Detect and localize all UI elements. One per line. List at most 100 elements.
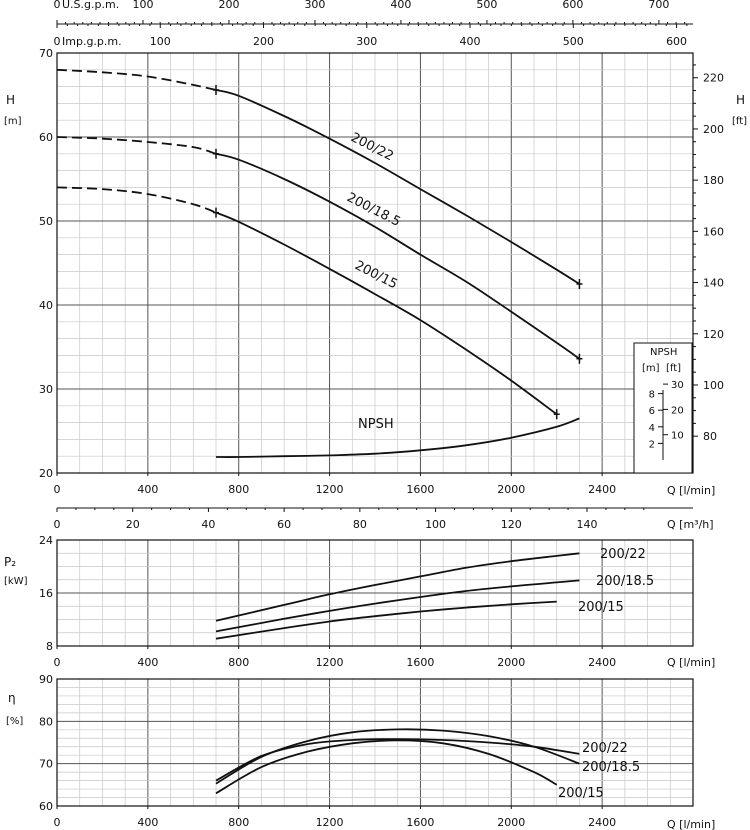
x-tick-label-power: 2400: [588, 656, 616, 669]
y-tick-label-head: 50: [39, 215, 53, 228]
impgpm-tick-label: 0: [54, 35, 61, 48]
head-curve-dashed-200-22: [56, 68, 217, 91]
y-tick-label-power: 24: [39, 534, 53, 547]
p2-axis-unit: [kW]: [4, 576, 28, 587]
efficiency-series-label-200-18-5: 200/18.5: [582, 760, 640, 775]
y-tick-label-efficiency: 90: [39, 673, 53, 686]
impgpm-scale-name: Imp.g.p.m.: [62, 35, 122, 48]
q-lmin-label-power: Q [l/min]: [667, 656, 715, 669]
m3h-tick-label: 100: [425, 518, 446, 531]
npsh-box-ft-label: 30: [671, 380, 684, 391]
panel-frame-head: [56, 52, 694, 474]
power-curve-200-18-5: [215, 579, 580, 633]
usgpm-tick-label: 600: [562, 0, 583, 11]
y2-tick-label: 200: [703, 123, 724, 136]
m3h-tick-label: 40: [201, 518, 215, 531]
y2-tick-label: 220: [703, 72, 724, 85]
impgpm-tick-label: 300: [356, 35, 377, 48]
x-tick-label-efficiency: 400: [137, 816, 158, 829]
impgpm-tick-label: 100: [150, 35, 171, 48]
q-lmin-label-eff: Q [l/min]: [667, 818, 715, 830]
y-tick-label-power: 16: [39, 587, 53, 600]
power-curve-200-22: [215, 552, 580, 622]
y-tick-label-head: 70: [39, 47, 53, 60]
power-series-label-200-15: 200/15: [578, 600, 624, 615]
head-curve-dashed-200-15: [56, 186, 217, 214]
npsh-box-ft-label: 10: [671, 431, 684, 442]
usgpm-tick-label: 500: [476, 0, 497, 11]
q-lmin-label-head: Q [l/min]: [667, 484, 715, 497]
head-curve-200-22: [215, 89, 580, 285]
x-tick-label-power: 400: [137, 656, 158, 669]
usgpm-scale-name: U.S.g.p.m.: [62, 0, 119, 11]
y-tick-label-head: 40: [39, 299, 53, 312]
h-ft-axis-title: H: [736, 93, 745, 107]
h-axis-unit-ft: [ft]: [732, 116, 747, 127]
head-series-label-200-18-5: 200/18.5: [344, 190, 403, 230]
x-tick-label-head: 1600: [406, 483, 434, 496]
x-tick-label-efficiency: 1600: [406, 816, 434, 829]
usgpm-tick-label: 100: [132, 0, 153, 11]
x-tick-label-efficiency: 1200: [316, 816, 344, 829]
npsh-box-m-label: 2: [649, 439, 655, 450]
impgpm-tick-label: 200: [253, 35, 274, 48]
head-curve-npsh: [215, 417, 580, 458]
head-series-label-200-22: 200/22: [348, 130, 396, 164]
head-series-label-200-15: 200/15: [352, 258, 400, 292]
efficiency-curve-200-15: [215, 739, 558, 795]
y2-tick-label: 100: [703, 379, 724, 392]
npsh-box-m-label: 8: [649, 390, 655, 401]
npsh-curve-label: NPSH: [358, 417, 394, 432]
power-series-label-200-18-5: 200/18.5: [596, 574, 654, 589]
x-tick-label-head: 2400: [588, 483, 616, 496]
y-tick-label-power: 8: [46, 640, 53, 653]
x-tick-label-head: 0: [54, 483, 61, 496]
p2-axis-title: P₂: [4, 555, 16, 569]
x-tick-label-power: 2000: [497, 656, 525, 669]
head-curve-dashed-200-18-5: [56, 136, 217, 155]
panel-frame-power: [56, 539, 694, 647]
h-axis-title: H: [6, 93, 15, 107]
y2-tick-label: 120: [703, 328, 724, 341]
npsh-box-unit-ft: [ft]: [666, 363, 681, 374]
y2-tick-label: 160: [703, 225, 724, 238]
x-tick-label-head: 2000: [497, 483, 525, 496]
m3h-tick-label: 0: [54, 518, 61, 531]
efficiency-series-label-200-22: 200/22: [582, 741, 628, 756]
x-tick-label-head: 1200: [316, 483, 344, 496]
npsh-inset-box: NPSH [m] [ft] 2 4 6 8 10 20 30: [633, 342, 693, 474]
y-tick-label-head: 30: [39, 383, 53, 396]
x-tick-label-power: 1600: [406, 656, 434, 669]
y-tick-label-efficiency: 80: [39, 715, 53, 728]
m3h-tick-label: 140: [577, 518, 598, 531]
y-tick-label-head: 20: [39, 467, 53, 480]
h-axis-unit-m: [m]: [4, 116, 22, 127]
npsh-box-m-label: 6: [649, 406, 655, 417]
npsh-box-unit-m: [m]: [642, 363, 660, 374]
q-m3h-label: Q [m³/h]: [667, 518, 714, 531]
usgpm-tick-label: 400: [390, 0, 411, 11]
m3h-tick-label: 120: [501, 518, 522, 531]
usgpm-tick-label: 0: [54, 0, 61, 11]
eta-axis-title: η: [8, 691, 16, 705]
eta-axis-unit: [%]: [6, 716, 23, 727]
impgpm-tick-label: 400: [460, 35, 481, 48]
x-tick-label-head: 400: [137, 483, 158, 496]
power-curve-200-15: [215, 600, 557, 640]
x-tick-label-efficiency: 0: [54, 816, 61, 829]
efficiency-curve-200-18-5: [215, 728, 580, 785]
usgpm-tick-label: 200: [218, 0, 239, 11]
m3h-tick-label: 60: [277, 518, 291, 531]
npsh-box-m-label: 4: [649, 423, 655, 434]
y-tick-label-efficiency: 70: [39, 758, 53, 771]
head-curve-200-18-5: [215, 152, 580, 360]
impgpm-tick-label: 500: [563, 35, 584, 48]
x-tick-label-efficiency: 800: [228, 816, 249, 829]
x-tick-label-efficiency: 2400: [588, 816, 616, 829]
x-tick-label-power: 0: [54, 656, 61, 669]
power-series-label-200-22: 200/22: [600, 547, 646, 562]
m3h-tick-label: 80: [353, 518, 367, 531]
usgpm-tick-label: 300: [304, 0, 325, 11]
x-tick-label-power: 1200: [316, 656, 344, 669]
